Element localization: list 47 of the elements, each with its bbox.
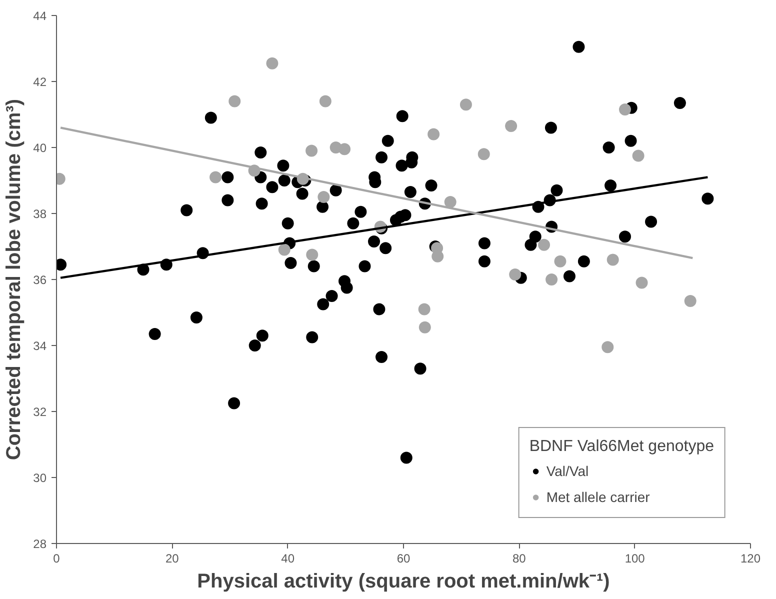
- y-tick-label: 34: [33, 339, 47, 353]
- point: [306, 144, 318, 157]
- point: [319, 95, 332, 108]
- x-axis-title: Physical activity (square root met.min/wk⁻¹): [197, 570, 610, 592]
- point: [306, 248, 318, 261]
- y-tick-label: 38: [33, 207, 47, 221]
- point: [460, 98, 472, 111]
- y-tick-label: 30: [33, 471, 47, 485]
- point: [684, 294, 696, 307]
- point: [606, 254, 619, 266]
- point: [428, 128, 440, 140]
- x-tick-label: 40: [281, 552, 295, 566]
- legend-title: BDNF Val66Met genotype: [529, 438, 714, 456]
- y-tick-label: 32: [33, 405, 47, 419]
- y-tick-label: 36: [33, 273, 47, 287]
- y-tick-label: 44: [33, 9, 47, 23]
- point: [554, 255, 566, 268]
- point: [478, 148, 490, 160]
- point: [636, 276, 648, 289]
- point: [602, 341, 614, 354]
- x-tick-label: 20: [165, 552, 180, 566]
- point: [228, 95, 241, 108]
- point: [538, 238, 550, 251]
- point: [444, 196, 456, 208]
- point: [619, 104, 631, 116]
- x-tick-label: 0: [53, 552, 60, 566]
- point: [318, 191, 330, 203]
- point: [505, 120, 518, 132]
- point: [210, 171, 222, 184]
- y-tick-label: 42: [33, 75, 47, 89]
- legend-label: Met allele carrier: [546, 489, 650, 505]
- point: [338, 143, 351, 156]
- point: [266, 57, 278, 70]
- x-tick-label: 60: [396, 552, 410, 566]
- x-tick-label: 100: [624, 552, 646, 566]
- y-axis-title: Corrected temporal lobe volume (cm³): [3, 98, 26, 460]
- point: [632, 150, 644, 162]
- point: [418, 321, 431, 334]
- x-tick-label: 80: [512, 552, 526, 566]
- x-tick-label: 120: [740, 552, 761, 566]
- point: [509, 268, 522, 281]
- y-tick-label: 28: [33, 537, 47, 551]
- point: [546, 274, 558, 286]
- point: [278, 244, 290, 256]
- point: [418, 303, 430, 316]
- y-tick-label: 40: [33, 141, 47, 155]
- legend-label: Val/Val: [546, 463, 589, 479]
